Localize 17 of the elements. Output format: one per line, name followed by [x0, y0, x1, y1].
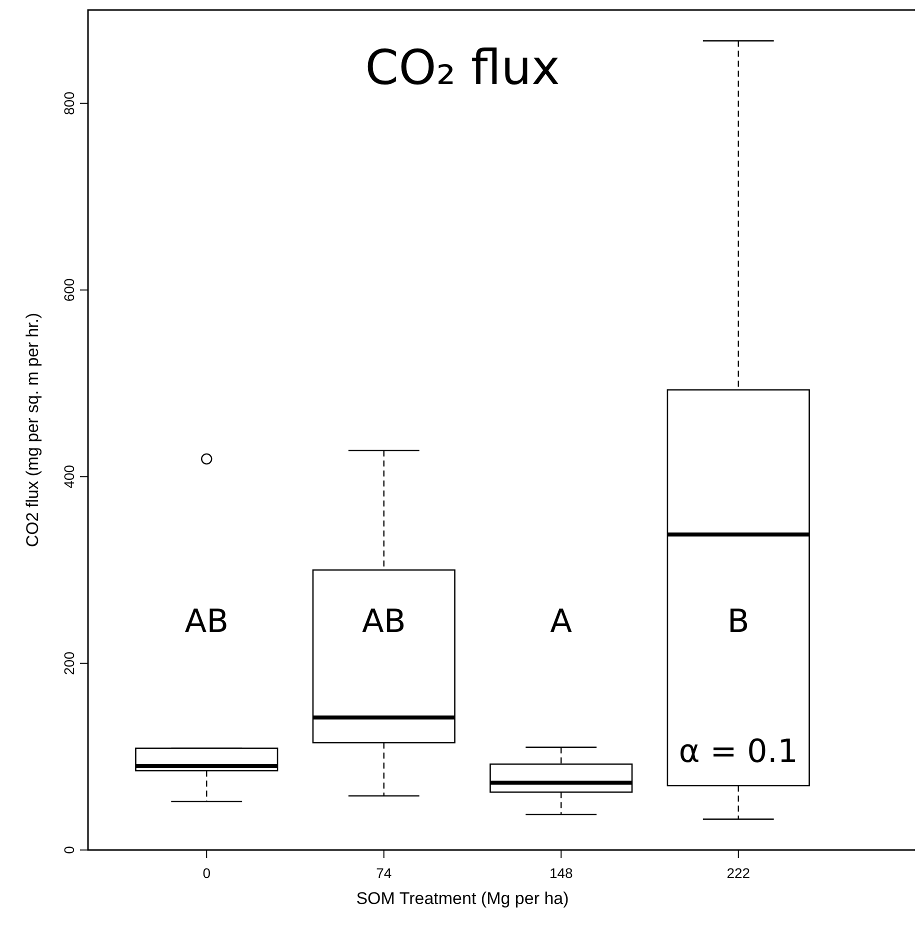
x-tick-label: 148: [549, 865, 574, 881]
text: CO₂ flux: [365, 40, 560, 96]
y-tick-label: 600: [61, 278, 77, 302]
annotation: B: [727, 602, 750, 640]
annotation: AB: [184, 602, 229, 640]
y-tick-label: 200: [61, 651, 77, 676]
annotation: AB: [362, 602, 406, 640]
y-tick-label: 800: [61, 91, 77, 116]
x-tick-label: 0: [202, 865, 211, 881]
y-tick-label: 0: [61, 846, 77, 854]
y-axis-title: CO2 flux (mg per sq. m per hr.): [23, 312, 42, 548]
y-tick-label: 400: [61, 464, 77, 488]
annotation: A: [550, 602, 572, 640]
annotation: α = 0.1: [678, 732, 798, 770]
x-tick-label: 222: [726, 865, 750, 881]
x-tick-label: 74: [376, 865, 392, 881]
x-axis-title: SOM Treatment (Mg per ha): [356, 889, 569, 908]
